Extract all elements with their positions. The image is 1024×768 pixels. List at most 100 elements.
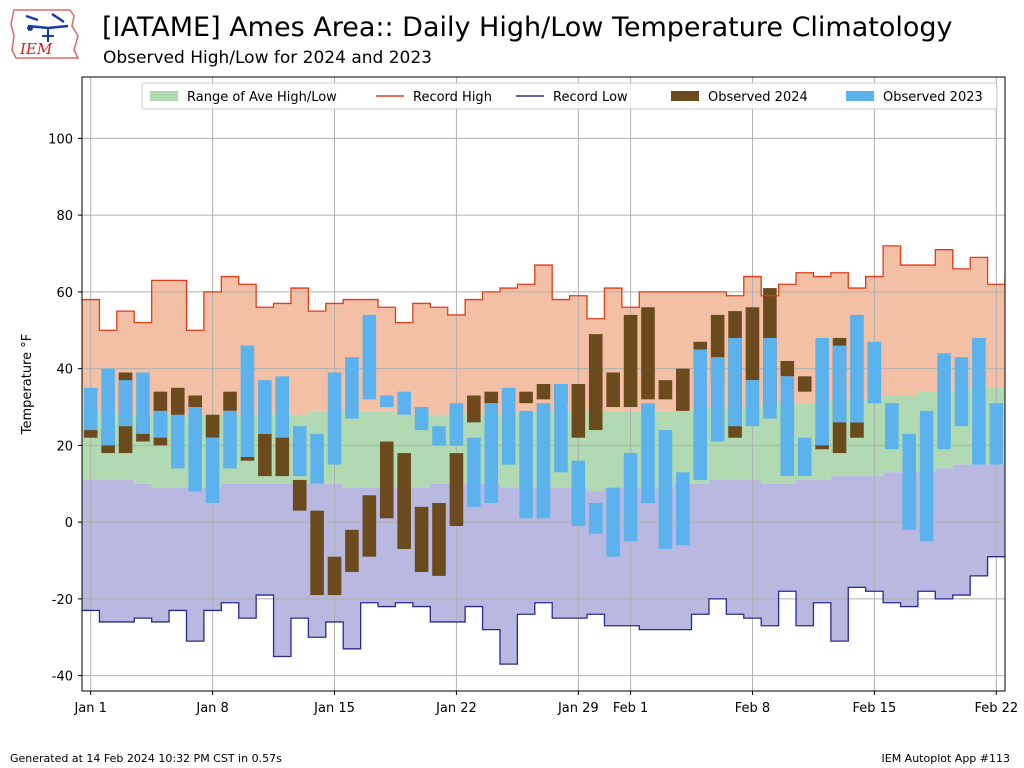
observed-2023-bar — [414, 407, 429, 431]
observed-2023-bar — [623, 453, 638, 542]
observed-2023-bar — [258, 380, 272, 434]
observed-2024-bar — [484, 391, 499, 404]
legend-swatch — [846, 91, 874, 101]
y-tick-label: 20 — [56, 439, 73, 454]
observed-2023-bar — [449, 403, 464, 446]
observed-2023-bar — [379, 395, 394, 408]
y-tick-label: 100 — [48, 132, 73, 147]
legend-swatch — [671, 91, 699, 101]
x-tick-label: Feb 8 — [735, 701, 770, 716]
observed-2023-bar — [397, 391, 411, 415]
observed-2023-bar — [606, 487, 620, 557]
observed-2023-bar — [989, 403, 1004, 465]
y-tick-label: 0 — [65, 516, 73, 531]
observed-2023-bar — [519, 410, 533, 519]
observed-2023-bar — [780, 376, 795, 477]
observed-2024-bar — [205, 414, 220, 438]
observed-2023-bar — [867, 341, 882, 404]
observed-2023-bar — [919, 410, 934, 542]
x-tick-label: Jan 1 — [73, 701, 106, 716]
legend-box — [141, 82, 998, 110]
observed-2024-bar — [327, 556, 342, 596]
observed-2023-bar — [153, 410, 168, 438]
observed-2023-bar — [83, 387, 98, 431]
observed-2023-bar — [362, 314, 377, 400]
legend-label: Observed 2023 — [883, 90, 983, 105]
observed-2023-bar — [275, 376, 290, 438]
observed-2023-bar — [536, 403, 551, 519]
observed-2023-bar — [745, 380, 760, 427]
observed-2024-bar — [292, 479, 307, 511]
y-tick-label: 40 — [56, 363, 73, 378]
observed-2023-bar — [815, 337, 829, 446]
observed-2024-bar — [362, 495, 377, 557]
record-low-line — [82, 556, 1005, 665]
plot-frame — [81, 76, 1006, 692]
observed-2023-bar — [136, 372, 150, 434]
observed-2023-bar — [954, 357, 969, 427]
legend-swatch — [150, 91, 178, 101]
observed-2023-bar — [588, 502, 603, 534]
observed-2024-bar — [83, 430, 98, 438]
observed-2024-bar — [745, 307, 760, 381]
observed-2023-bar — [710, 357, 725, 442]
observed-2023-bar — [797, 437, 812, 477]
observed-2023-bar — [693, 349, 708, 480]
observed-2024-bar — [414, 506, 429, 573]
chart-title: [IATAME] Ames Area:: Daily High/Low Temp… — [102, 12, 953, 43]
observed-2023-bar — [676, 472, 690, 546]
x-tick-label: Feb 1 — [613, 701, 648, 716]
x-tick-label: Feb 22 — [974, 701, 1018, 716]
observed-2024-bar — [797, 376, 812, 392]
observed-2024-bar — [658, 380, 673, 400]
observed-2023-bar — [467, 437, 481, 507]
observed-2023-bar — [432, 426, 446, 446]
legend-label: Record High — [413, 90, 492, 105]
observed-2024-bar — [275, 430, 290, 477]
x-tick-label: Jan 8 — [195, 701, 228, 716]
legend-label: Record Low — [553, 90, 628, 105]
logo-text: IEM — [19, 40, 53, 58]
x-tick-label: Jan 29 — [557, 701, 599, 716]
observed-2024-bar — [780, 360, 795, 377]
y-tick-label: 60 — [56, 286, 73, 301]
observed-2023-bar — [292, 426, 307, 477]
chart-subtitle: Observed High/Low for 2024 and 2023 — [103, 48, 432, 68]
observed-2023-bar — [501, 387, 516, 465]
observed-2024-bar — [170, 387, 185, 419]
observed-2023-bar — [205, 437, 220, 503]
observed-2024-bar — [606, 372, 620, 408]
observed-2023-bar — [223, 410, 237, 469]
observed-2023-bar — [832, 345, 847, 423]
observed-2024-bar — [432, 502, 446, 576]
y-tick-label: 80 — [56, 209, 73, 224]
observed-2024-bar — [571, 384, 586, 438]
plot-area — [82, 77, 1005, 691]
observed-2024-bar — [536, 384, 551, 400]
observed-2024-bar — [676, 368, 690, 411]
observed-2023-bar — [240, 345, 255, 457]
observed-2023-bar — [763, 337, 777, 419]
observed-2024-bar — [240, 456, 255, 461]
observed-2024-bar — [397, 453, 411, 550]
y-tick-label: -20 — [52, 593, 73, 608]
generated-note: Generated at 14 Feb 2024 10:32 PM CST in… — [10, 752, 282, 765]
observed-2023-bar — [118, 380, 133, 427]
observed-2024-bar — [379, 441, 394, 519]
observed-2023-bar — [170, 414, 185, 469]
observed-2023-bar — [641, 403, 655, 503]
observed-2023-bar — [554, 384, 568, 473]
observed-2024-bar — [345, 529, 359, 573]
record-high-line — [82, 245, 1005, 331]
observed-2023-bar — [885, 403, 899, 450]
legend-label: Range of Ave High/Low — [187, 90, 337, 105]
observed-2024-bar — [449, 453, 464, 526]
observed-2023-bar — [902, 433, 917, 530]
x-tick-label: Feb 15 — [853, 701, 897, 716]
observed-2024-bar — [641, 307, 655, 400]
observed-2023-bar — [484, 403, 499, 503]
observed-2024-bar — [519, 391, 533, 404]
observed-2023-bar — [188, 407, 202, 492]
x-tick-label: Jan 22 — [435, 701, 477, 716]
observed-2023-bar — [310, 433, 324, 484]
